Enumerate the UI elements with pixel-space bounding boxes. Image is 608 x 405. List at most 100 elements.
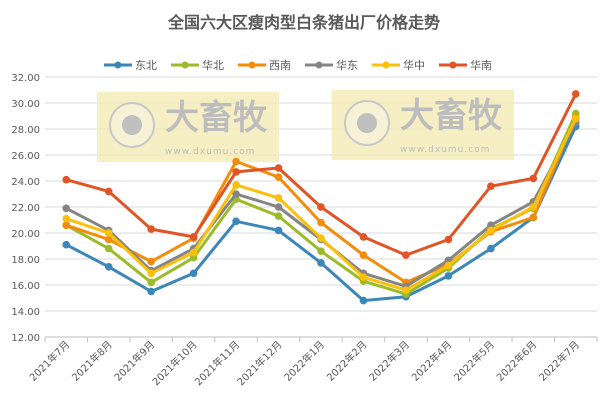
y-tick-label: 18.00 [11, 255, 40, 266]
data-point [104, 235, 113, 244]
x-tick-label: 2022年6月 [494, 338, 540, 384]
y-tick-label: 28.00 [11, 125, 40, 136]
y-tick-label: 14.00 [11, 307, 40, 318]
data-point [317, 203, 325, 211]
x-tick-label: 2021年8月 [69, 338, 115, 384]
eye-pupil [122, 115, 142, 135]
data-point [571, 114, 580, 123]
data-point [189, 269, 198, 278]
y-tick-label: 30.00 [11, 99, 40, 110]
data-point [317, 234, 325, 242]
watermarks: 大畜牧 www.dxumu.com 大畜牧 www.dxumu.com [97, 90, 514, 162]
data-point [62, 221, 71, 229]
legend-item: 东北 [104, 59, 157, 72]
data-point [487, 221, 495, 229]
legend-item: 华中 [372, 58, 425, 72]
x-axis: 2021年7月2021年8月2021年9月2021年10月2021年11月202… [27, 336, 598, 388]
data-point [232, 168, 240, 176]
x-tick-label: 2022年7月 [536, 338, 582, 384]
watermark-url: www.dxumu.com [165, 147, 255, 157]
data-point [487, 182, 495, 190]
x-tick-label: 2021年9月 [111, 338, 157, 384]
data-point [147, 257, 155, 266]
data-point [274, 173, 283, 181]
data-point [402, 286, 410, 295]
legend-marker [248, 61, 256, 69]
y-tick-label: 20.00 [11, 229, 40, 240]
legend-item: 华东 [305, 58, 358, 72]
data-point [189, 253, 198, 262]
legend-marker [114, 61, 122, 69]
data-point [487, 226, 495, 235]
data-point [147, 287, 155, 296]
data-point [232, 190, 240, 198]
series-4 [62, 114, 580, 295]
watermark-logo: 大畜牧 www.dxumu.com [97, 92, 279, 162]
legend-marker [382, 61, 390, 69]
legend-label: 华南 [470, 58, 492, 72]
data-point [529, 213, 538, 222]
data-point [571, 90, 580, 98]
data-point [62, 175, 71, 184]
data-point [147, 269, 155, 278]
data-point [487, 244, 495, 253]
data-point [104, 187, 113, 196]
data-point [232, 157, 240, 166]
legend-label: 华北 [202, 58, 224, 72]
x-tick-label: 2022年1月 [281, 338, 327, 384]
y-tick-label: 26.00 [11, 151, 40, 162]
legend-marker [315, 61, 323, 69]
data-point [402, 251, 410, 259]
data-point [317, 218, 325, 227]
data-point [359, 233, 368, 241]
data-point [104, 229, 113, 237]
watermark-name: 大畜牧 [400, 96, 503, 136]
x-tick-label: 2022年2月 [324, 338, 370, 384]
data-point [189, 248, 198, 257]
y-axis: 12.00 14.00 16.00 18.00 20.00 22.00 24.00 26.00… [11, 73, 40, 344]
data-point [444, 272, 453, 280]
legend-label: 西南 [269, 59, 291, 72]
legend-item: 华北 [171, 58, 224, 72]
y-tick-label: 16.00 [11, 281, 40, 292]
data-point [104, 244, 113, 253]
x-tick-label: 2022年3月 [366, 338, 412, 384]
data-point [62, 204, 71, 213]
chart-title: 全国六大区瘦肉型白条猪出厂价格走势 [167, 13, 440, 32]
legend-marker [181, 61, 189, 69]
eye-pupil [357, 113, 377, 133]
data-point [62, 214, 71, 223]
x-tick-label: 2022年5月 [451, 338, 497, 384]
x-tick-label: 2021年12月 [234, 338, 284, 388]
data-point [529, 203, 538, 211]
y-tick-label: 32.00 [11, 73, 40, 84]
data-point [274, 194, 283, 202]
series-group [62, 90, 580, 305]
x-tick-label: 2021年7月 [27, 338, 73, 384]
legend-label: 华中 [403, 58, 425, 72]
legend-item: 华南 [439, 58, 492, 72]
data-point [274, 226, 283, 235]
data-point [444, 235, 453, 244]
data-point [104, 263, 113, 271]
data-point [359, 296, 368, 305]
legend-item: 西南 [238, 59, 291, 72]
data-point [147, 225, 155, 233]
data-point [317, 247, 325, 255]
data-point [529, 174, 538, 183]
legend: 东北 华北 西南 华东 华中 华南 [104, 58, 492, 72]
data-point [232, 217, 240, 226]
data-point [62, 240, 71, 249]
data-point [274, 212, 283, 220]
data-point [189, 233, 198, 241]
x-tick-label: 2022年4月 [409, 338, 455, 384]
legend-marker [449, 61, 457, 69]
legend-label: 东北 [135, 59, 157, 72]
watermark-url: www.dxumu.com [400, 145, 490, 155]
legend-label: 华东 [336, 58, 358, 72]
data-point [232, 181, 240, 189]
data-point [359, 251, 368, 259]
y-tick-label: 22.00 [11, 203, 40, 214]
data-point [274, 164, 283, 172]
